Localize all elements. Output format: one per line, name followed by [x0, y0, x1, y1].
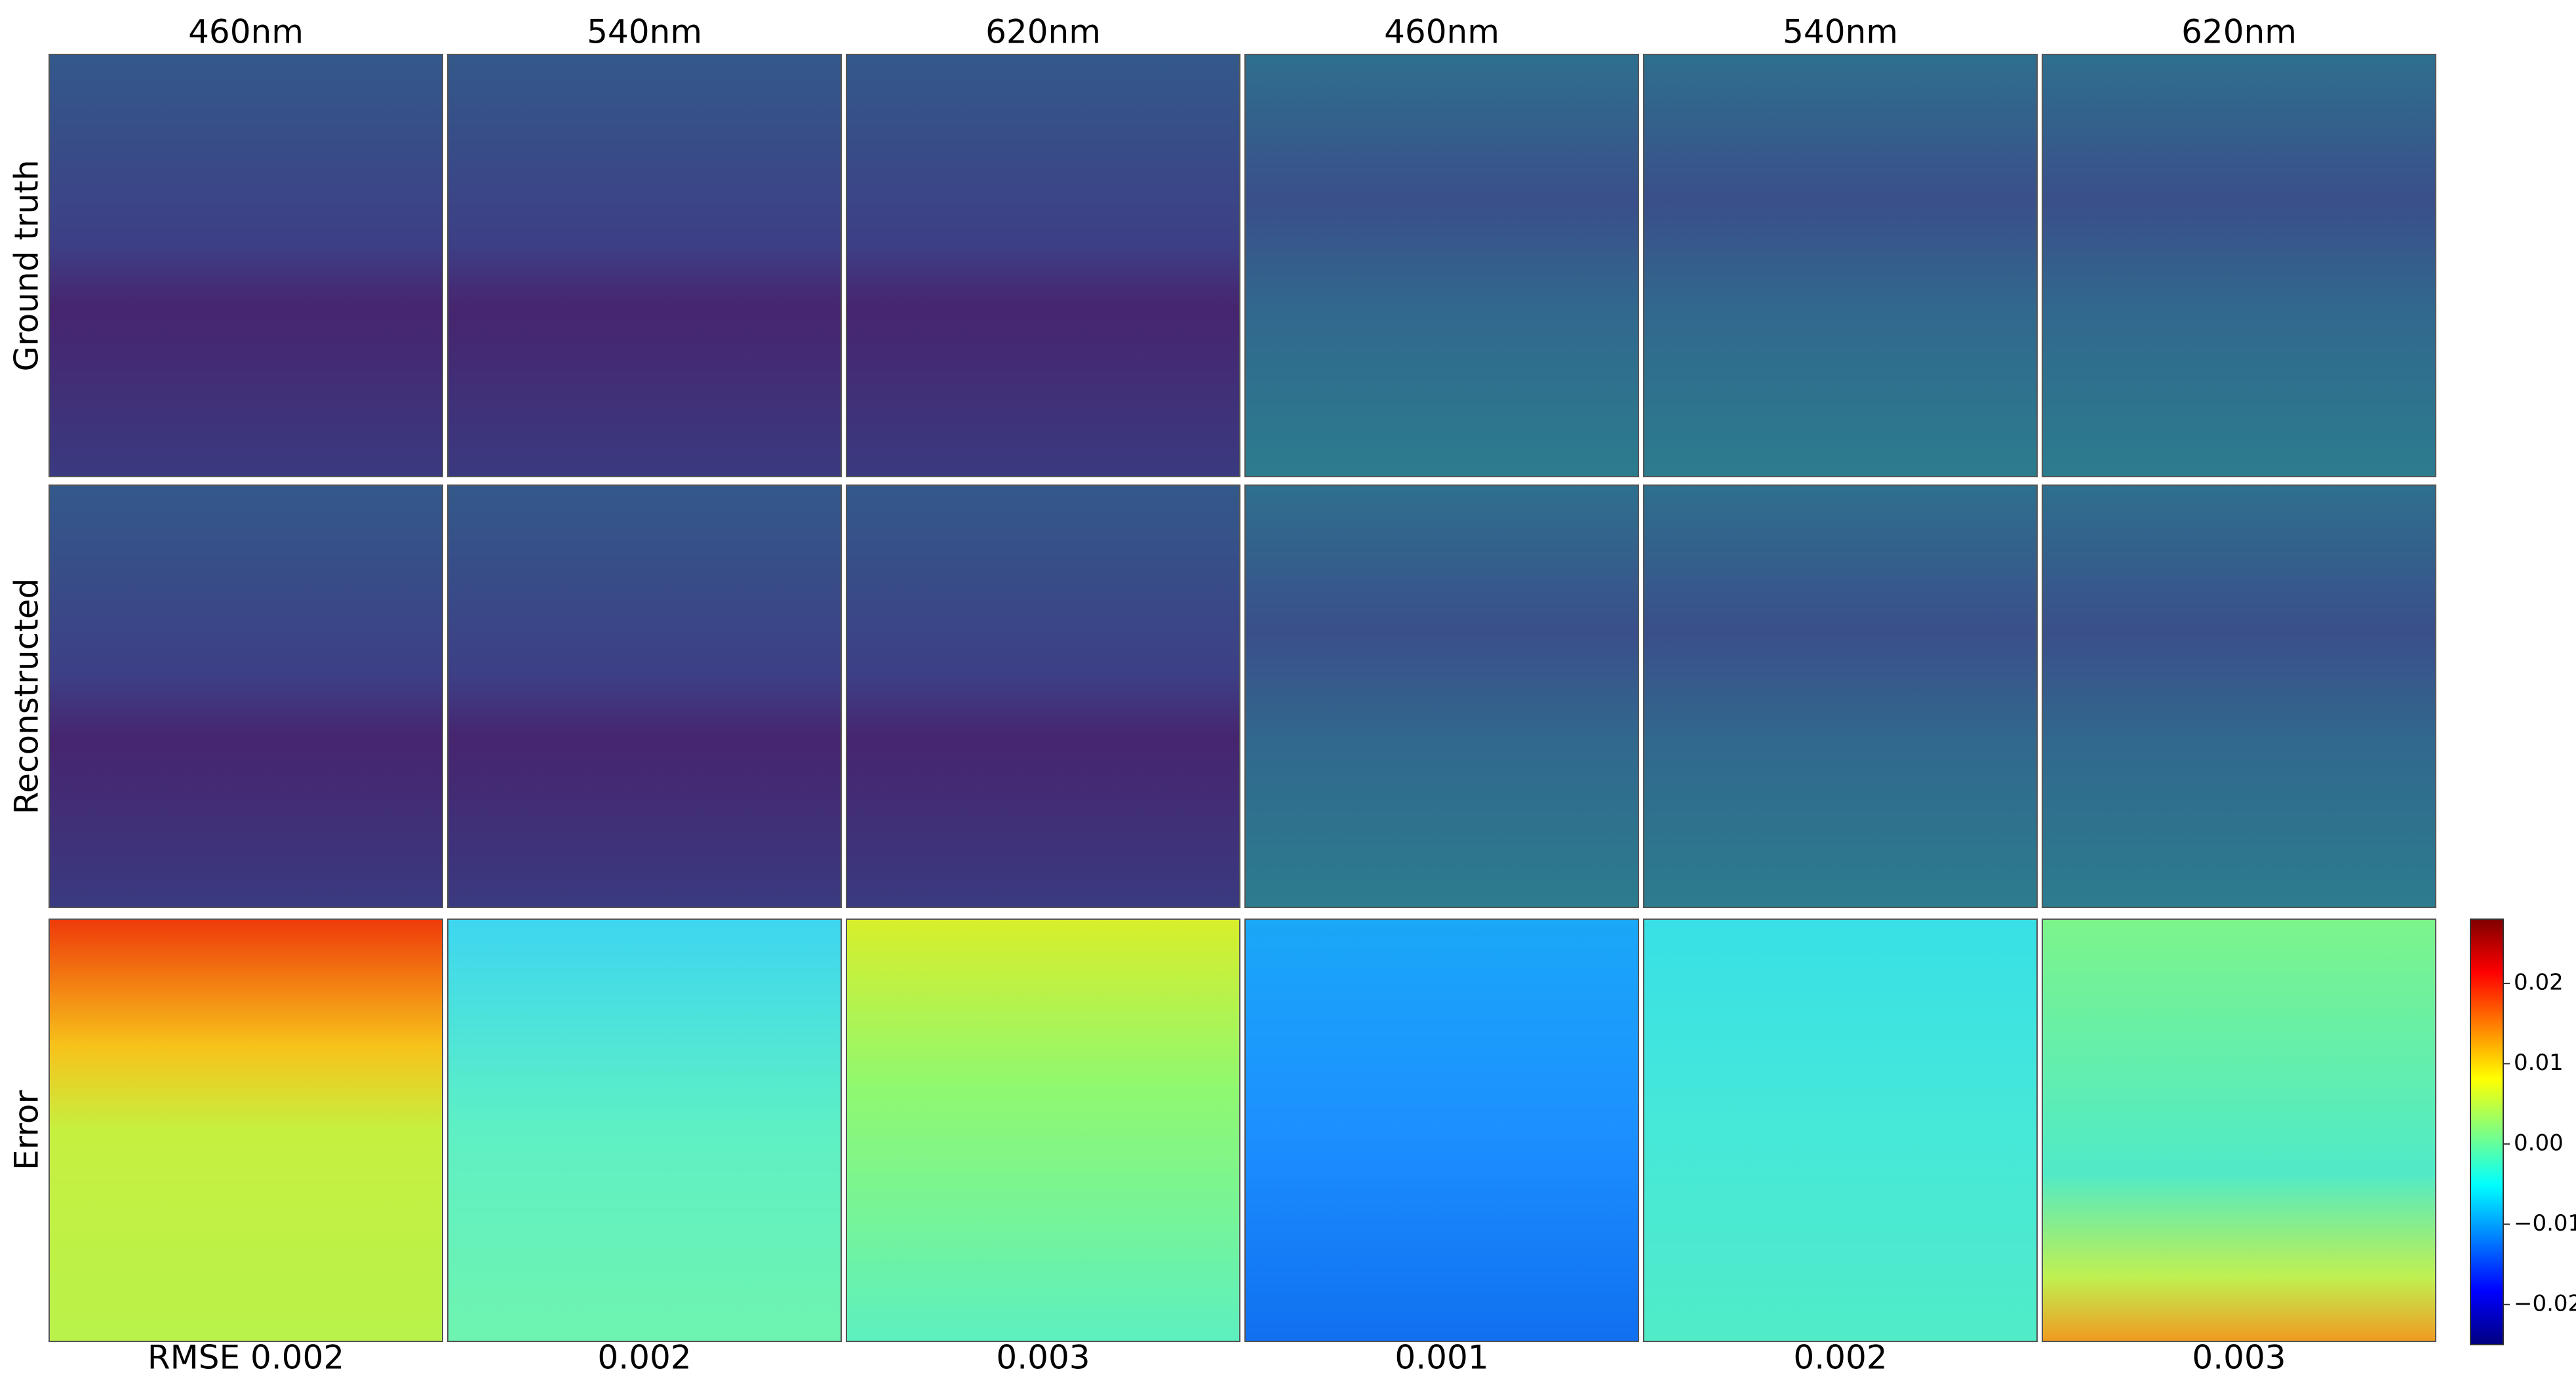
rmse-label: 0.003 [996, 1339, 1090, 1377]
column-header: 620nm [2181, 13, 2297, 51]
rmse-label: 0.003 [2192, 1339, 2286, 1377]
column-header: 540nm [587, 13, 702, 51]
spectral-image [447, 54, 842, 477]
spectral-image [49, 54, 443, 477]
colorbar-tick-label: 0.01 [2514, 1050, 2564, 1076]
spectral-image [49, 484, 443, 908]
spectral-image [1244, 54, 1639, 477]
colorbar-tick-label: −0.02 [2514, 1290, 2576, 1316]
error-map [49, 919, 443, 1342]
error-map [1643, 919, 2038, 1342]
colorbar-tick-label: −0.01 [2514, 1210, 2576, 1236]
spectral-image [1643, 54, 2038, 477]
error-map [2042, 919, 2436, 1342]
column-header: 460nm [1384, 13, 1499, 51]
spectral-image [2042, 54, 2436, 477]
spectral-image [2042, 484, 2436, 908]
column-header: 460nm [188, 13, 304, 51]
rmse-label: RMSE 0.002 [148, 1339, 344, 1377]
rmse-label: 0.002 [597, 1339, 691, 1377]
column-header: 620nm [985, 13, 1101, 51]
spectral-image [846, 54, 1240, 477]
row-label: Ground truth [8, 160, 46, 372]
row-label: Reconstructed [8, 578, 46, 815]
spectral-image [1643, 484, 2038, 908]
row-label: Error [8, 1090, 46, 1170]
colorbar-tick-label: 0.00 [2514, 1130, 2564, 1156]
spectral-image [1244, 484, 1639, 908]
spectral-image [447, 484, 842, 908]
rmse-label: 0.002 [1793, 1339, 1887, 1377]
error-map [447, 919, 842, 1342]
spectral-image [846, 484, 1240, 908]
colorbar-tick-label: 0.02 [2514, 969, 2564, 995]
error-map [846, 919, 1240, 1342]
colorbar [2470, 919, 2504, 1345]
rmse-label: 0.001 [1395, 1339, 1488, 1377]
column-header: 540nm [1783, 13, 1898, 51]
error-map [1244, 919, 1639, 1342]
